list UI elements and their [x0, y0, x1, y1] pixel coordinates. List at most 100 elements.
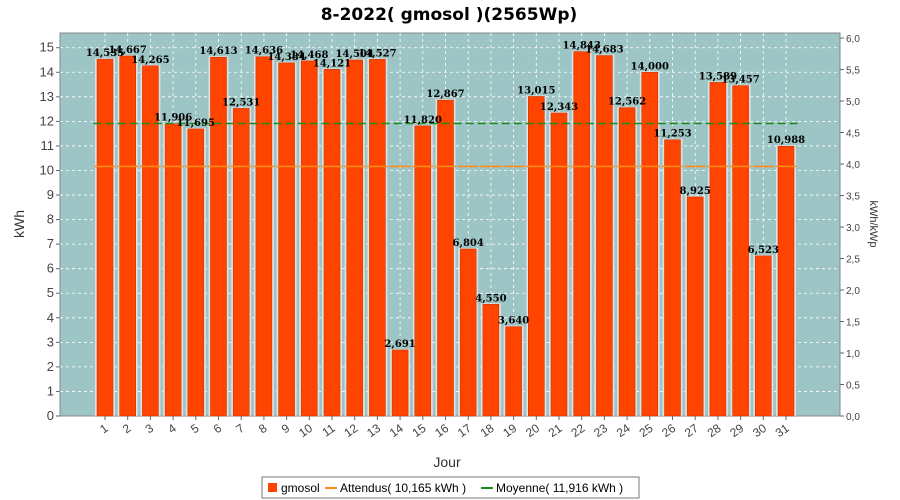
bar: [528, 96, 545, 417]
chart-title: 8-2022( gmosol )(2565Wp): [321, 5, 578, 25]
y2-tick-label: 6,0: [846, 34, 860, 45]
y-tick-label: 2: [47, 359, 54, 374]
x-tick-label: 18: [478, 421, 497, 440]
bar: [437, 99, 454, 417]
bar: [414, 125, 432, 417]
bar: [596, 55, 613, 417]
bar: [369, 59, 386, 417]
y2-tick-label: 3,0: [846, 223, 860, 234]
bar: [664, 139, 681, 417]
bar: [232, 108, 250, 417]
y-tick-label: 9: [47, 187, 54, 202]
bar: [732, 85, 749, 417]
x-tick-label: 5: [188, 421, 202, 436]
x-axis: 1 2 3 4 5 6 7 8 9 10 11 12 13 14 15 16 17 18 19 20 21 22 23 24 2…: [97, 416, 792, 440]
x-tick-label: 21: [546, 421, 565, 440]
bar: [278, 62, 295, 417]
bar-value-label: 14,265: [131, 55, 169, 66]
bar-value-label: 14,504: [336, 49, 374, 60]
y2-tick-label: 1,0: [846, 349, 860, 360]
bar: [686, 196, 704, 417]
bar-value-label: 11,820: [404, 115, 442, 126]
x-tick-label: 6: [211, 421, 225, 436]
y-tick-label: 1: [47, 383, 54, 398]
bar-value-label: 14,384: [267, 52, 305, 63]
bar-value-label: 14,121: [313, 58, 351, 69]
y-tick-label: 0: [47, 408, 54, 423]
y-tick-label: 8: [47, 212, 54, 227]
x-tick-label: 23: [591, 421, 610, 440]
bar-value-label: 8,925: [680, 186, 711, 197]
bar: [96, 58, 114, 417]
x-tick-label: 8: [256, 421, 270, 436]
x-tick-label: 4: [165, 421, 179, 436]
bar-value-label: 14,527: [358, 48, 396, 59]
bar: [391, 349, 409, 417]
y2-tick-label: 4,5: [846, 129, 860, 140]
bar: [777, 145, 795, 417]
y2-tick-label: 3,5: [846, 192, 860, 203]
bar-value-label: 12,531: [222, 97, 260, 108]
bar-value-label: 14,683: [585, 45, 623, 56]
bar-value-label: 13,015: [517, 85, 555, 96]
bar: [210, 56, 227, 417]
bar: [459, 248, 477, 417]
y-tick-label: 11: [41, 138, 55, 153]
x-tick-label: 3: [143, 421, 157, 436]
bar: [255, 56, 273, 417]
bar-value-label: 13,589: [699, 71, 737, 82]
y2-tick-label: 5,5: [846, 66, 860, 77]
x-tick-label: 27: [682, 421, 701, 440]
reference-lines: [93, 122, 798, 168]
y-axis-label: kWh: [11, 210, 27, 238]
x-tick-label: 16: [432, 421, 451, 440]
y2-tick-label: 0,5: [846, 381, 860, 392]
y2-tick-label: 4,0: [846, 160, 860, 171]
x-tick-label: 19: [500, 421, 519, 440]
y-tick-label: 13: [40, 89, 54, 104]
legend: gmosol Attendus( 10,165 kWh ) Moyenne( 1…: [261, 476, 640, 499]
bar: [482, 304, 500, 417]
y2-tick-label: 5,0: [846, 97, 860, 108]
bar: [755, 255, 772, 417]
y-tick-label: 14: [40, 64, 54, 79]
bar-value-label: 6,523: [748, 245, 779, 256]
x-tick-label: 9: [279, 421, 293, 436]
bar-value-label: 3,640: [498, 316, 529, 327]
x-tick-label: 25: [637, 421, 656, 440]
x-tick-label: 22: [568, 421, 587, 440]
x-tick-label: 12: [341, 421, 360, 440]
bar: [323, 69, 341, 417]
bar: [164, 123, 182, 417]
x-tick-label: 20: [523, 421, 542, 440]
x-tick-label: 31: [773, 421, 792, 440]
bar: [505, 326, 522, 417]
bar-value-label: 12,867: [426, 89, 464, 100]
x-tick-label: 28: [705, 421, 724, 440]
bar-value-label: 14,636: [245, 46, 283, 57]
bar-value-label: 12,562: [608, 97, 646, 108]
x-axis-label: Jour: [433, 454, 461, 470]
bar-value-label: 2,691: [384, 339, 415, 350]
x-tick-label: 10: [296, 421, 315, 440]
bar-value-label: 14,468: [290, 50, 328, 61]
bar-value-label: 10,988: [767, 135, 805, 146]
x-tick-label: 24: [614, 421, 633, 440]
y2-tick-label: 1,5: [846, 318, 860, 329]
bar-value-label: 12,343: [540, 102, 578, 113]
bar-value-label: 14,535: [86, 48, 124, 59]
legend-label-gmosol: gmosol: [281, 481, 320, 495]
bar-value-label: 14,843: [563, 41, 601, 52]
y2-axis: 0,0 0,5 1,0 1,5 2,0 2,5 3,0 3,5 4,0 4,5 5,0 5,5 6,0: [840, 34, 860, 423]
bar: [187, 128, 205, 417]
bar-value-label: 14,667: [109, 45, 147, 56]
x-tick-label: 26: [659, 421, 678, 440]
y2-tick-label: 2,5: [846, 255, 860, 266]
legend-box: [261, 476, 640, 499]
y2-tick-label: 0,0: [846, 412, 860, 423]
legend-label-average: Moyenne( 11,916 kWh ): [496, 481, 623, 495]
x-tick-label: 2: [120, 421, 134, 436]
